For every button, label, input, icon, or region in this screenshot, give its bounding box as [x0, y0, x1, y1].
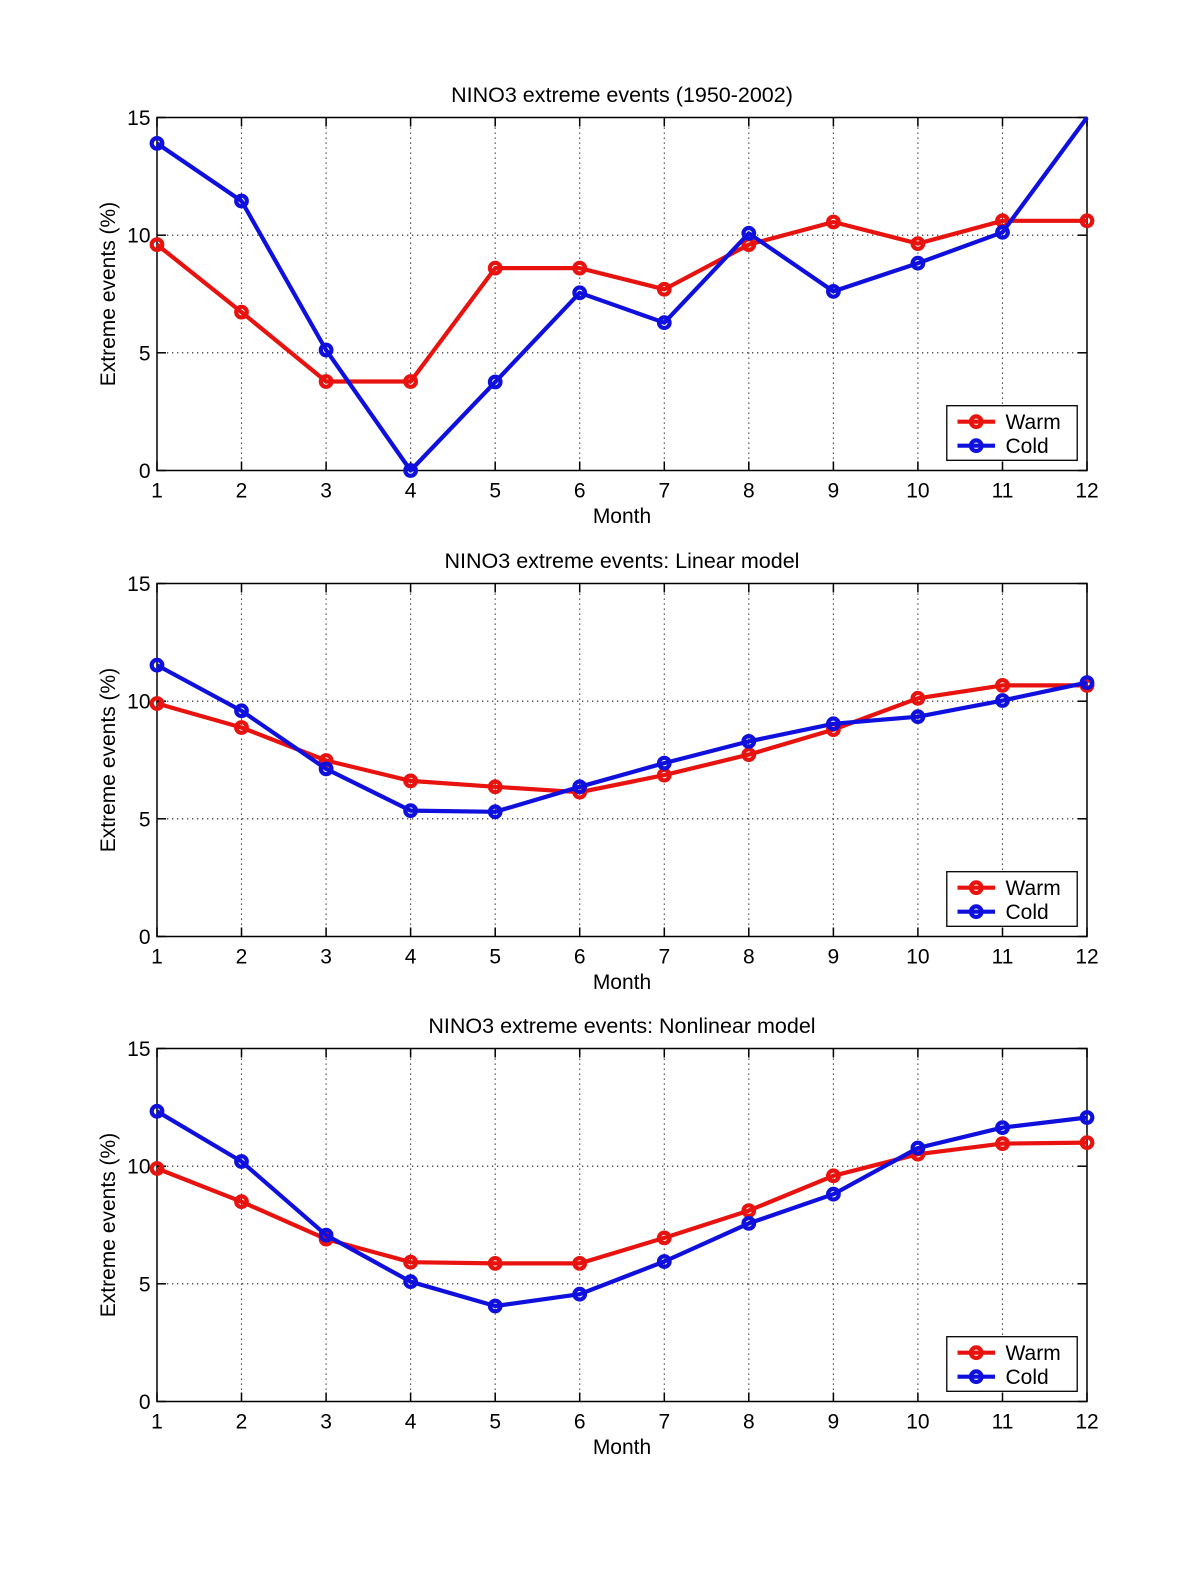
svg-text:8: 8 [743, 1410, 755, 1433]
svg-text:4: 4 [405, 945, 417, 968]
svg-text:5: 5 [489, 479, 501, 502]
svg-text:8: 8 [743, 479, 755, 502]
svg-text:4: 4 [405, 479, 417, 502]
svg-text:1: 1 [151, 1410, 163, 1433]
svg-text:Warm: Warm [1006, 1342, 1061, 1365]
svg-text:10: 10 [127, 1156, 150, 1179]
svg-text:5: 5 [489, 945, 501, 968]
svg-text:5: 5 [489, 1410, 501, 1433]
svg-text:Month: Month [593, 505, 651, 528]
svg-text:9: 9 [828, 479, 840, 502]
svg-text:1: 1 [151, 479, 163, 502]
svg-text:5: 5 [139, 808, 151, 831]
svg-text:Cold: Cold [1006, 1366, 1049, 1389]
svg-text:10: 10 [906, 1410, 929, 1433]
svg-text:Extreme events (%): Extreme events (%) [97, 668, 120, 852]
svg-text:12: 12 [1075, 1410, 1098, 1433]
svg-text:6: 6 [574, 945, 586, 968]
svg-text:6: 6 [574, 1410, 586, 1433]
svg-text:1: 1 [151, 945, 163, 968]
svg-text:Month: Month [593, 971, 651, 994]
svg-text:NINO3 extreme events: Linear m: NINO3 extreme events: Linear model [445, 549, 800, 573]
svg-text:3: 3 [320, 479, 332, 502]
svg-text:15: 15 [127, 107, 150, 130]
svg-text:7: 7 [658, 945, 670, 968]
svg-text:Extreme events (%): Extreme events (%) [97, 1133, 120, 1317]
svg-text:0: 0 [139, 1391, 151, 1414]
svg-text:8: 8 [743, 945, 755, 968]
svg-text:Warm: Warm [1006, 411, 1061, 434]
svg-text:15: 15 [127, 1038, 150, 1061]
svg-text:Month: Month [593, 1436, 651, 1459]
svg-text:12: 12 [1075, 945, 1098, 968]
svg-text:10: 10 [127, 691, 150, 714]
svg-text:4: 4 [405, 1410, 417, 1433]
svg-text:9: 9 [828, 945, 840, 968]
svg-text:Extreme events (%): Extreme events (%) [97, 202, 120, 386]
svg-text:3: 3 [320, 1410, 332, 1433]
svg-text:12: 12 [1075, 479, 1098, 502]
svg-text:Cold: Cold [1006, 435, 1049, 458]
svg-text:11: 11 [992, 1410, 1014, 1433]
svg-text:6: 6 [574, 479, 586, 502]
svg-text:11: 11 [992, 479, 1014, 502]
svg-text:NINO3 extreme events: Nonlinea: NINO3 extreme events: Nonlinear model [428, 1014, 815, 1038]
svg-text:7: 7 [658, 479, 670, 502]
svg-text:10: 10 [906, 945, 929, 968]
svg-text:0: 0 [139, 460, 151, 483]
svg-text:10: 10 [906, 479, 929, 502]
svg-text:2: 2 [236, 479, 248, 502]
svg-text:3: 3 [320, 945, 332, 968]
svg-text:Cold: Cold [1006, 901, 1049, 924]
svg-text:0: 0 [139, 926, 151, 949]
svg-text:2: 2 [236, 1410, 248, 1433]
svg-text:5: 5 [139, 1273, 151, 1296]
svg-text:15: 15 [127, 573, 150, 596]
svg-text:11: 11 [992, 945, 1014, 968]
svg-text:5: 5 [139, 342, 151, 365]
svg-text:Warm: Warm [1006, 877, 1061, 900]
svg-text:10: 10 [127, 225, 150, 248]
svg-text:2: 2 [236, 945, 248, 968]
svg-text:9: 9 [828, 1410, 840, 1433]
svg-text:7: 7 [658, 1410, 670, 1433]
svg-text:NINO3 extreme events (1950-200: NINO3 extreme events (1950-2002) [451, 83, 793, 107]
